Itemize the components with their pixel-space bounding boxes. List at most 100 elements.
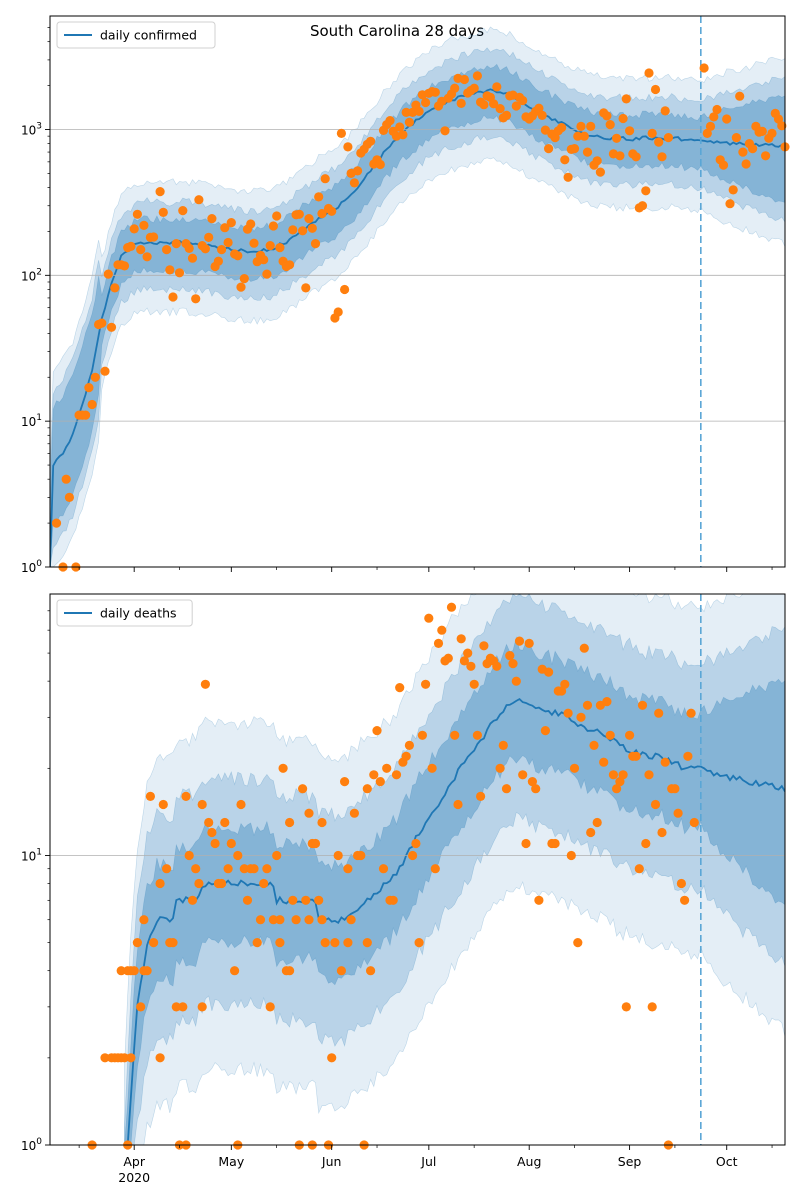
observation-point — [767, 128, 777, 138]
observation-point — [404, 117, 414, 127]
observation-point — [310, 239, 321, 249]
observation-point — [278, 763, 288, 773]
observation-point — [145, 791, 155, 802]
observation-point — [116, 966, 126, 976]
y-axis: 100 101 — [21, 610, 50, 1153]
legend: daily confirmed — [56, 21, 216, 49]
observation-point — [508, 659, 518, 669]
observation-point — [757, 126, 767, 136]
observation-point — [650, 799, 661, 810]
observation-point — [650, 84, 661, 95]
observation-point — [372, 726, 382, 736]
observation-point — [680, 895, 690, 905]
confirmed-panel: 100 101 102 103 daily confirmed — [21, 15, 790, 575]
observation-point — [731, 133, 742, 143]
observation-point — [401, 751, 411, 761]
observation-point — [259, 255, 269, 265]
observation-point — [566, 850, 576, 861]
observation-point — [100, 366, 110, 376]
observation-point — [304, 915, 314, 925]
observation-point — [129, 224, 139, 234]
observation-point — [660, 757, 670, 767]
observation-point — [64, 492, 74, 502]
observation-point — [100, 1053, 110, 1063]
observation-point — [181, 791, 191, 802]
observation-point — [336, 966, 346, 976]
observation-point — [518, 95, 528, 106]
observation-point — [663, 133, 674, 143]
observation-point — [430, 87, 440, 97]
observation-point — [531, 784, 541, 794]
legend-box — [56, 21, 216, 49]
observation-point — [463, 648, 473, 658]
observation-point — [132, 209, 142, 219]
observation-point — [599, 757, 609, 767]
observation-point — [343, 938, 353, 948]
observation-point — [644, 68, 654, 78]
gridlines — [50, 129, 785, 422]
observation-point — [174, 268, 185, 278]
observation-point — [249, 238, 259, 248]
observation-point — [417, 730, 427, 740]
observation-point — [356, 850, 366, 861]
observation-point — [207, 827, 217, 838]
observation-point — [712, 104, 722, 115]
observation-point — [427, 763, 437, 773]
observation-point — [275, 915, 285, 925]
observation-point — [576, 712, 586, 722]
observation-point — [534, 895, 544, 905]
observation-point — [194, 195, 204, 205]
observation-point — [265, 1002, 275, 1012]
observation-point — [501, 784, 512, 794]
observation-point — [353, 166, 363, 176]
observation-point — [366, 966, 376, 976]
observation-point — [573, 938, 583, 948]
uncertainty-band-1 — [50, 63, 785, 567]
observation-point — [456, 634, 466, 644]
observation-point — [401, 107, 411, 117]
observation-point — [644, 770, 654, 780]
observation-point — [301, 895, 311, 905]
observation-point — [106, 322, 117, 332]
x-axis — [78, 567, 773, 572]
observation-point — [773, 114, 784, 124]
observation-point — [411, 838, 421, 849]
observation-point — [550, 838, 560, 849]
observation-point — [576, 121, 586, 131]
observation-point — [641, 186, 651, 196]
observation-point — [450, 730, 460, 740]
observation-point — [728, 185, 738, 195]
observation-point — [349, 808, 359, 818]
observation-point — [317, 817, 327, 828]
observation-point — [298, 784, 308, 794]
observation-point — [621, 1002, 631, 1012]
observation-point — [233, 850, 243, 861]
observation-point — [573, 131, 583, 141]
observation-point — [136, 245, 146, 255]
observation-point — [450, 83, 460, 93]
observation-point — [155, 187, 165, 197]
observation-point — [492, 82, 502, 92]
observation-point — [514, 636, 525, 646]
observation-point — [735, 91, 745, 101]
observation-point — [246, 219, 256, 229]
observation-point — [421, 97, 431, 108]
observation-point — [676, 878, 687, 889]
observation-point — [285, 260, 295, 270]
observation-point — [453, 799, 463, 810]
observation-point — [204, 817, 214, 828]
observation-point — [738, 147, 748, 157]
observation-point — [761, 151, 771, 161]
observation-point — [268, 221, 278, 231]
observation-point — [385, 116, 395, 126]
observation-point — [637, 201, 648, 211]
observation-point — [725, 199, 735, 209]
observation-point — [110, 283, 120, 293]
observation-point — [495, 104, 505, 114]
observation-point — [608, 770, 619, 780]
observation-point — [582, 147, 593, 157]
observation-point — [433, 638, 444, 649]
observation-point — [414, 106, 424, 116]
median-line — [124, 697, 785, 1145]
